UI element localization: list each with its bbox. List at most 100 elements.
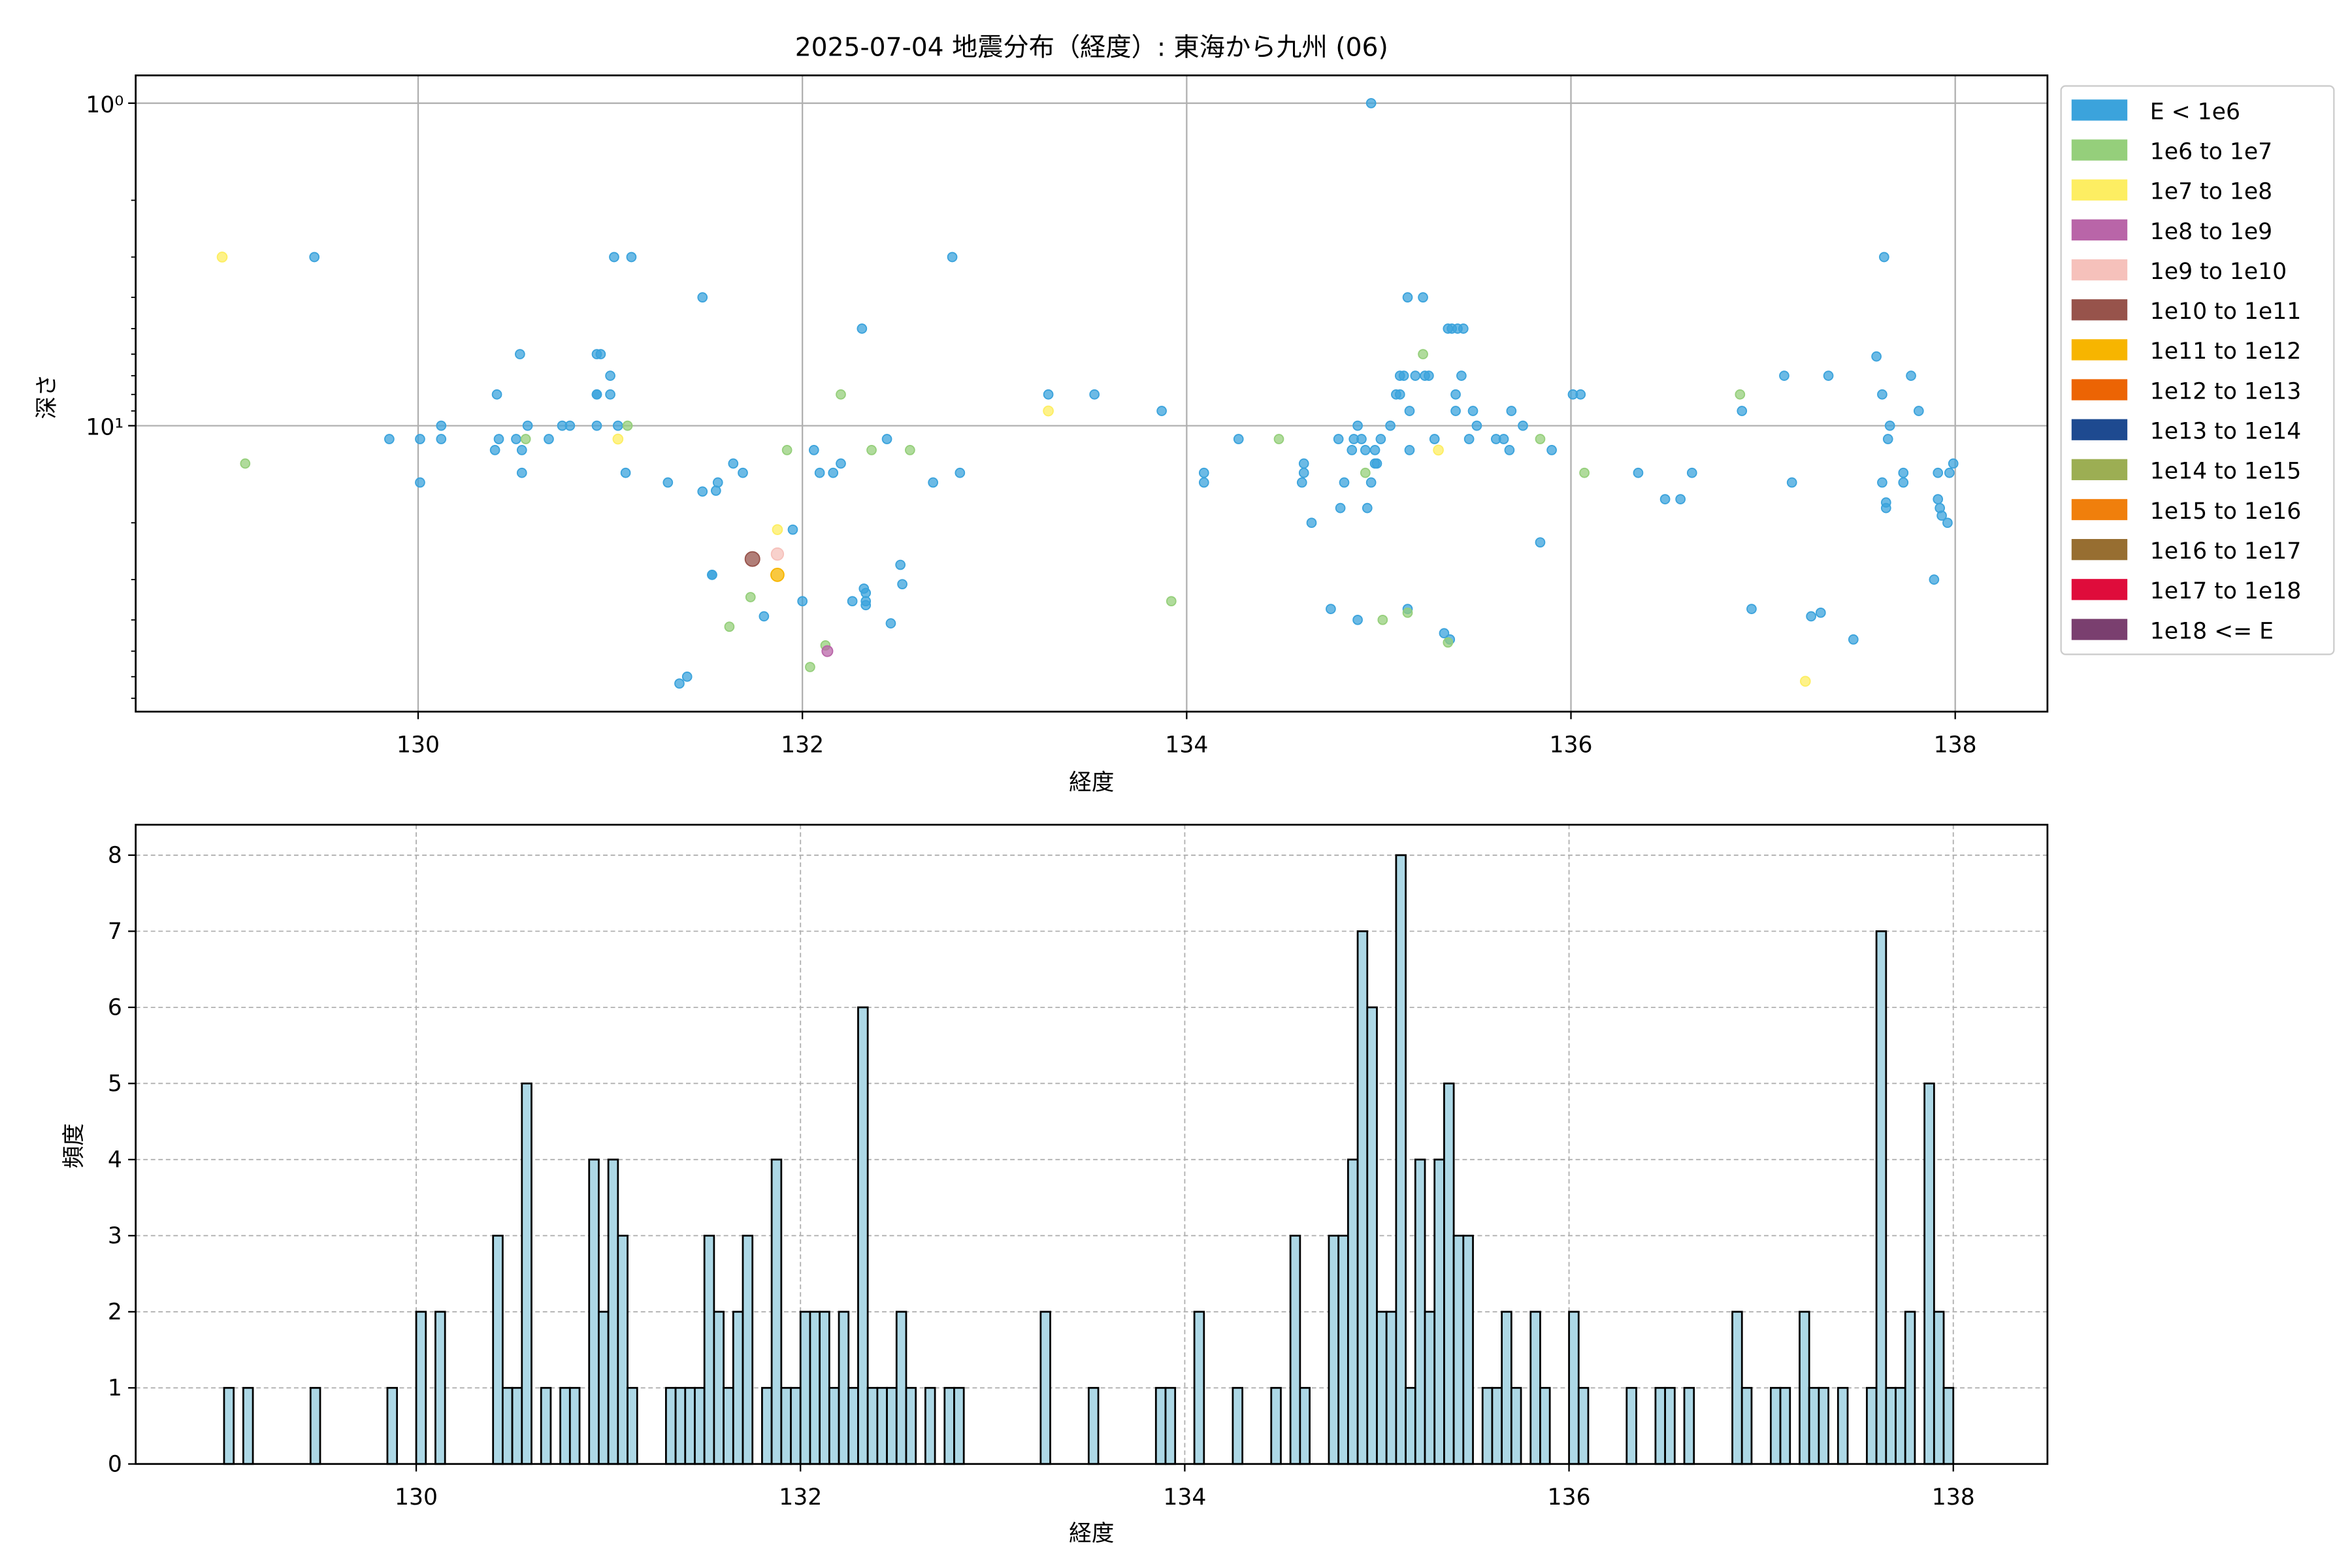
histogram-bar	[309, 1386, 321, 1465]
scatter-point	[626, 252, 637, 263]
legend-label: 1e16 to 1e17	[2150, 538, 2301, 564]
histogram-bar	[1895, 1386, 1906, 1465]
scatter-point	[1385, 420, 1396, 431]
scatter-point	[1936, 510, 1947, 521]
scatter-point	[847, 596, 858, 607]
scatter-point	[1356, 434, 1367, 444]
histogram-bar	[1405, 1386, 1416, 1465]
histogram-bar	[799, 1311, 811, 1465]
scatter-point	[309, 252, 320, 263]
histogram-bar	[674, 1386, 687, 1465]
histogram-bar	[742, 1234, 754, 1465]
histogram-bar	[886, 1386, 898, 1465]
histogram-bar	[1481, 1386, 1494, 1465]
scatter-point	[511, 434, 521, 444]
scatter-point	[857, 323, 868, 334]
legend-swatch	[2071, 419, 2128, 440]
scatter-point	[522, 420, 533, 431]
legend-label: 1e12 to 1e13	[2150, 378, 2301, 404]
scatter-point	[772, 524, 783, 535]
scatter-xtick-label: 136	[1549, 732, 1592, 759]
histogram-bar	[1452, 1234, 1465, 1465]
scatter-point	[697, 292, 708, 302]
histogram-bar	[1193, 1311, 1205, 1465]
histogram-bar	[502, 1386, 514, 1465]
scatter-point	[707, 570, 717, 580]
scatter-point	[1273, 434, 1284, 444]
histogram-bar	[1799, 1311, 1810, 1465]
histogram-bar	[780, 1386, 792, 1465]
scatter-point	[1043, 405, 1054, 417]
scatter-point	[895, 559, 906, 570]
histogram-bar	[242, 1386, 254, 1465]
histogram-xtick-label: 130	[395, 1484, 438, 1511]
scatter-point	[1450, 406, 1461, 416]
histogram-bar	[511, 1386, 523, 1465]
legend-label: 1e17 to 1e18	[2150, 578, 2301, 604]
histogram-bar	[770, 1158, 783, 1465]
legend-label: 1e11 to 1e12	[2150, 338, 2301, 365]
legend-label: 1e9 to 1e10	[2150, 259, 2287, 285]
scatter-point	[781, 445, 792, 455]
histogram-bar	[627, 1386, 638, 1465]
scatter-point	[1746, 604, 1757, 614]
scatter-point	[728, 458, 739, 469]
histogram-bar	[607, 1158, 619, 1465]
legend-label: 1e7 to 1e8	[2150, 179, 2272, 205]
histogram-bar	[1039, 1311, 1051, 1465]
scatter-point	[955, 467, 966, 478]
scatter-point	[1347, 445, 1358, 455]
scatter-point	[605, 370, 615, 381]
histogram-bar	[521, 1082, 532, 1465]
scatter-point	[1298, 467, 1309, 478]
histogram-bar	[540, 1386, 552, 1465]
histogram-bar	[223, 1386, 235, 1465]
histogram-bar	[1462, 1234, 1474, 1465]
scatter-point	[1198, 467, 1209, 478]
scatter-point	[1089, 389, 1100, 400]
histogram-xtick-label: 134	[1163, 1484, 1206, 1511]
histogram-bar	[1328, 1234, 1340, 1465]
histogram-bar	[568, 1386, 581, 1465]
histogram-bar	[1501, 1311, 1512, 1465]
histogram-ytick-label: 5	[108, 1071, 122, 1097]
histogram-bar	[1154, 1386, 1167, 1465]
histogram-bar	[415, 1311, 427, 1465]
histogram-bar	[559, 1386, 571, 1465]
histogram-bar	[1942, 1386, 1955, 1465]
scatter-point	[1369, 445, 1380, 455]
histogram-bar	[598, 1311, 610, 1465]
scatter-point	[836, 389, 846, 400]
histogram-bar	[1395, 854, 1407, 1465]
scatter-point	[1877, 477, 1887, 488]
scatter-point	[828, 467, 839, 478]
histogram-ytick-label: 7	[108, 919, 122, 945]
histogram-bar	[723, 1386, 734, 1465]
scatter-point	[745, 592, 756, 602]
scatter-point	[1877, 389, 1887, 400]
histogram-bar	[1433, 1158, 1445, 1465]
scatter-point	[1360, 467, 1371, 478]
histogram-ytick-label: 3	[108, 1223, 122, 1249]
scatter-point	[1365, 477, 1377, 488]
scatter-point	[1906, 370, 1916, 381]
scatter-point	[1506, 406, 1517, 416]
scatter-point	[595, 349, 606, 359]
legend-swatch	[2071, 259, 2128, 281]
scatter-point	[491, 389, 502, 400]
histogram-bar	[617, 1234, 629, 1465]
histogram-bar	[1424, 1311, 1436, 1465]
scatter-point	[1410, 370, 1421, 381]
scatter-point	[947, 252, 958, 263]
histogram-bar	[1443, 1082, 1455, 1465]
scatter-xtick-label: 130	[397, 732, 440, 759]
histogram-ytick-label: 6	[108, 994, 122, 1021]
histogram-bar	[694, 1386, 706, 1465]
histogram-xtick-label: 138	[1932, 1484, 1975, 1511]
scatter-point	[1737, 406, 1748, 416]
scatter-point	[681, 671, 693, 682]
scatter-point	[1335, 502, 1346, 514]
scatter-point	[605, 389, 615, 400]
histogram-bar	[434, 1311, 446, 1465]
scatter-point	[564, 420, 576, 431]
